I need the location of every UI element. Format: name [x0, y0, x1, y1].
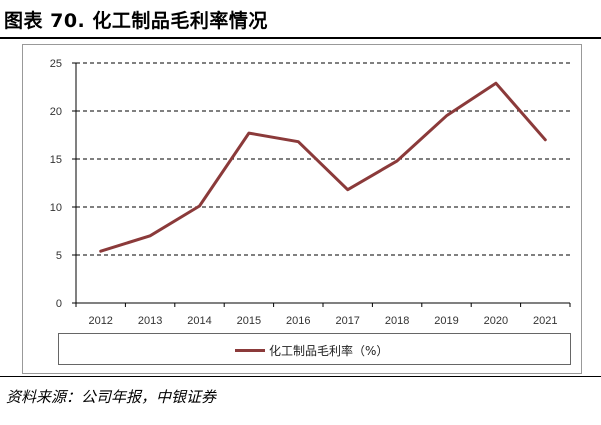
figure-title: 图表 70. 化工制品毛利率情况 — [4, 10, 268, 32]
legend-label: 化工制品毛利率（%） — [269, 344, 389, 358]
x-tick-label: 2021 — [533, 315, 557, 327]
series-lines — [99, 81, 547, 253]
chart-legend: 化工制品毛利率（%） — [58, 333, 571, 365]
x-tick-label: 2019 — [434, 315, 458, 327]
axes — [72, 62, 571, 307]
x-tick-label: 2017 — [335, 315, 359, 327]
y-tick-label: 10 — [50, 202, 62, 214]
x-tick-label: 2018 — [385, 315, 409, 327]
x-tick-label: 2012 — [88, 315, 112, 327]
x-tick-labels: 2012 2013 2014 2015 2016 2017 2018 2019 2020 2021 — [88, 315, 557, 327]
x-tick-label: 2016 — [286, 315, 310, 327]
y-tick-label: 20 — [50, 106, 62, 118]
source-note: 资料来源：公司年报，中银证券 — [6, 388, 217, 406]
y-tick-label: 0 — [56, 298, 62, 310]
legend-swatch — [235, 349, 265, 352]
y-tick-label: 25 — [50, 58, 62, 70]
y-tick-label: 15 — [50, 154, 62, 166]
x-tick-label: 2015 — [237, 315, 261, 327]
grid-lines — [76, 62, 570, 256]
x-tick-label: 2014 — [187, 315, 211, 327]
x-tick-label: 2020 — [484, 315, 508, 327]
x-tick-label: 2013 — [138, 315, 162, 327]
series-line-0 — [99, 81, 547, 253]
source-divider — [0, 376, 601, 377]
y-tick-labels: 0 5 10 15 20 25 — [50, 58, 62, 310]
legend-item: 化工制品毛利率（%） — [235, 342, 388, 359]
title-underline — [0, 37, 601, 39]
y-tick-label: 5 — [56, 250, 62, 262]
chart-frame — [22, 44, 582, 374]
